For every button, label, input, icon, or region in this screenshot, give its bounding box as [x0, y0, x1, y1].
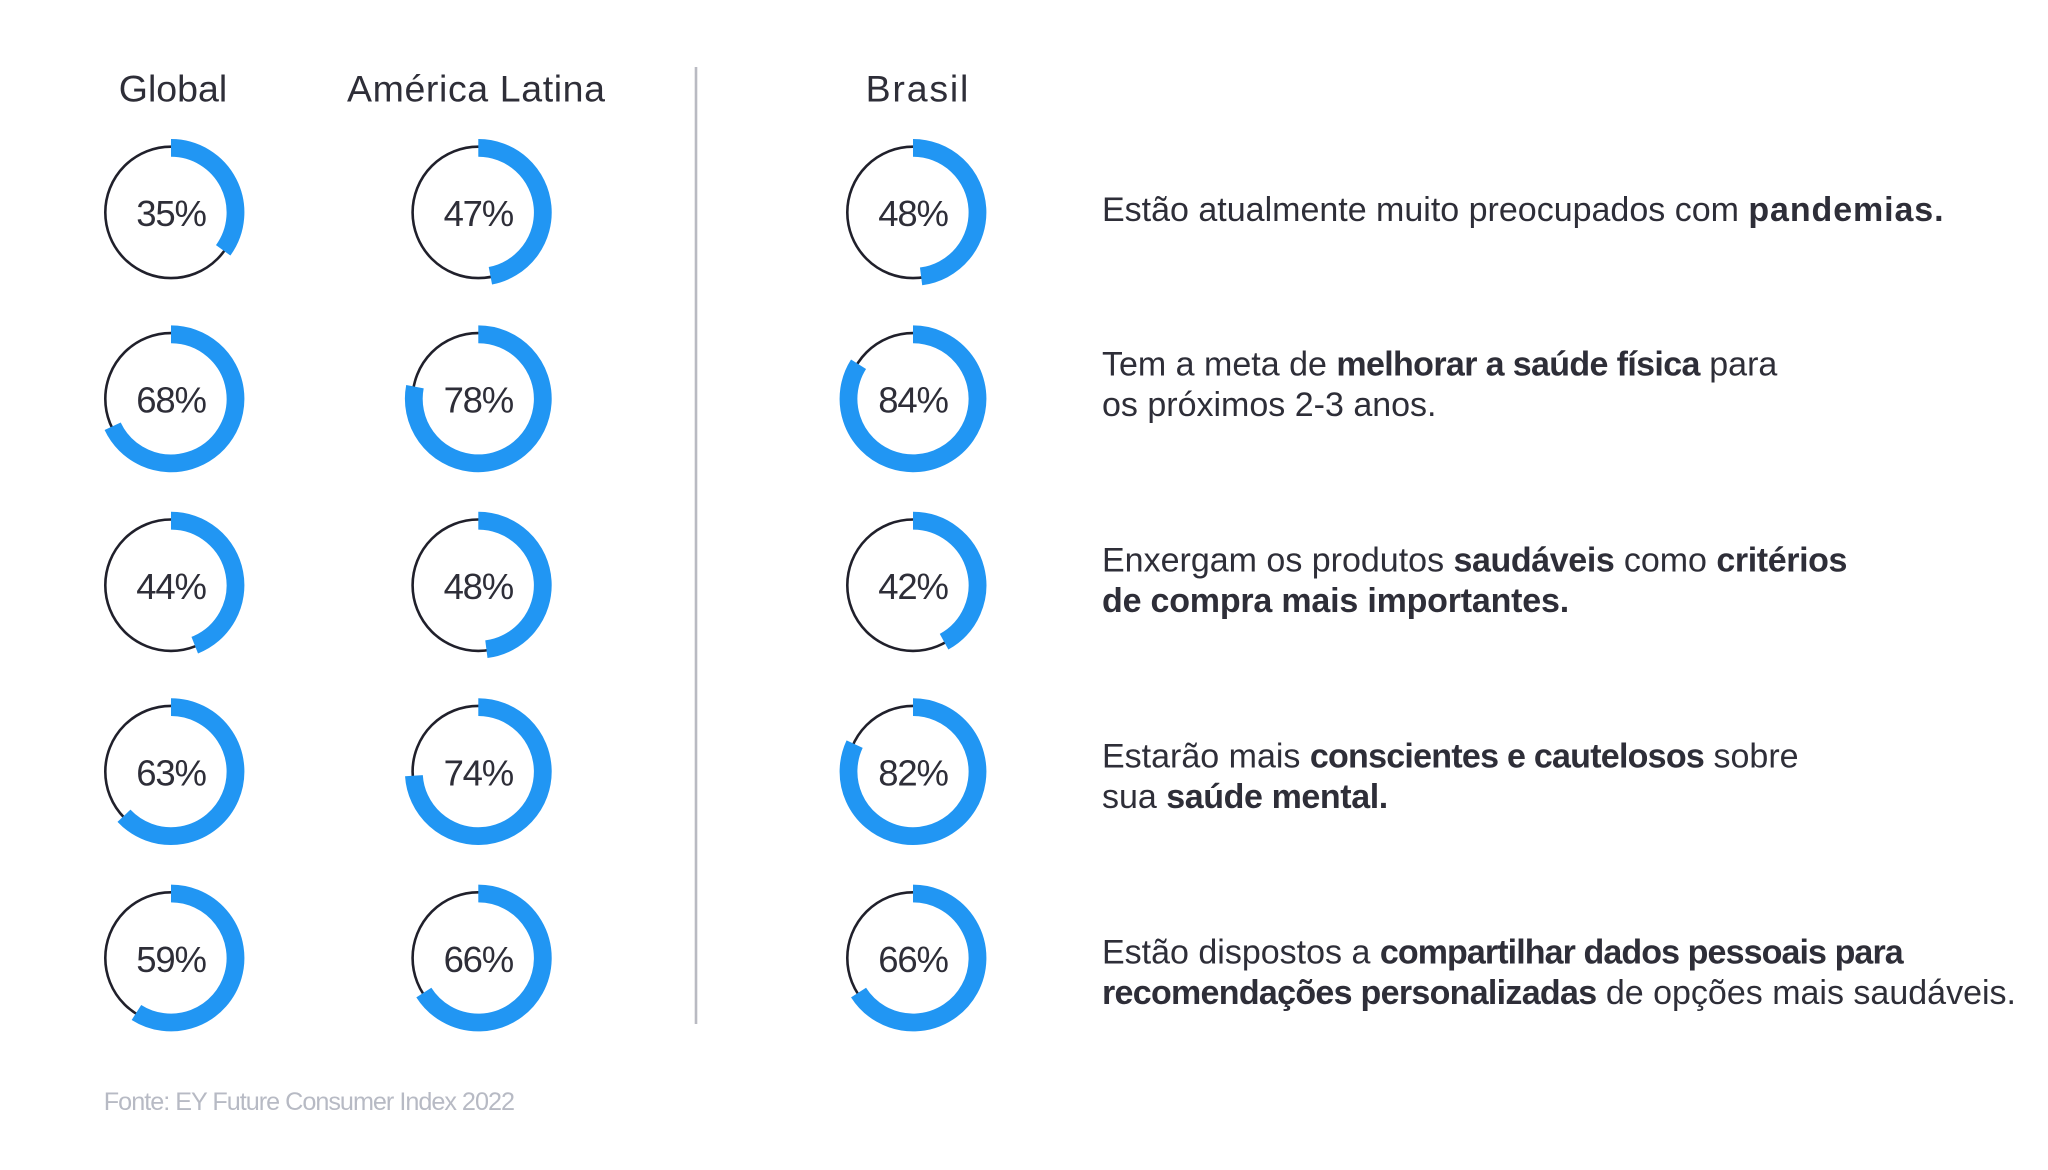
svg-text:63%: 63% — [136, 752, 206, 793]
svg-text:47%: 47% — [444, 193, 514, 234]
svg-text:82%: 82% — [878, 752, 948, 793]
svg-text:74%: 74% — [444, 752, 514, 793]
svg-text:Estarão mais conscientes e cau: Estarão mais conscientes e cautelosos so… — [1102, 737, 1799, 775]
svg-text:44%: 44% — [136, 566, 206, 607]
svg-text:Tem a meta de melhorar a saúde: Tem a meta de melhorar a saúde física pa… — [1102, 345, 1777, 383]
svg-text:78%: 78% — [444, 380, 514, 421]
svg-text:48%: 48% — [878, 193, 948, 234]
svg-text:de compra mais importantes.: de compra mais importantes. — [1102, 582, 1569, 620]
svg-text:Enxergam os produtos saudáveis: Enxergam os produtos saudáveis como crit… — [1102, 541, 1847, 579]
svg-text:Estão dispostos a compartilhar: Estão dispostos a compartilhar dados pes… — [1102, 933, 1905, 971]
svg-text:84%: 84% — [878, 380, 948, 421]
svg-text:35%: 35% — [136, 193, 206, 234]
svg-text:sua saúde mental.: sua saúde mental. — [1102, 778, 1388, 816]
svg-text:66%: 66% — [444, 939, 514, 980]
svg-text:48%: 48% — [444, 566, 514, 607]
svg-text:Fonte: EY Future Consumer Inde: Fonte: EY Future Consumer Index 2022 — [104, 1088, 514, 1116]
svg-text:59%: 59% — [136, 939, 206, 980]
svg-text:Brasil: Brasil — [866, 68, 971, 110]
svg-text:os próximos 2-3 anos.: os próximos 2-3 anos. — [1102, 386, 1437, 424]
svg-text:recomendações personalizadas d: recomendações personalizadas de opções m… — [1102, 974, 2016, 1012]
svg-text:Estão atualmente muito preocup: Estão atualmente muito preocupados com p… — [1102, 191, 1944, 229]
svg-text:América Latina: América Latina — [347, 68, 606, 110]
svg-text:42%: 42% — [878, 566, 948, 607]
svg-text:68%: 68% — [136, 380, 206, 421]
svg-text:Global: Global — [119, 68, 227, 110]
svg-text:66%: 66% — [878, 939, 948, 980]
